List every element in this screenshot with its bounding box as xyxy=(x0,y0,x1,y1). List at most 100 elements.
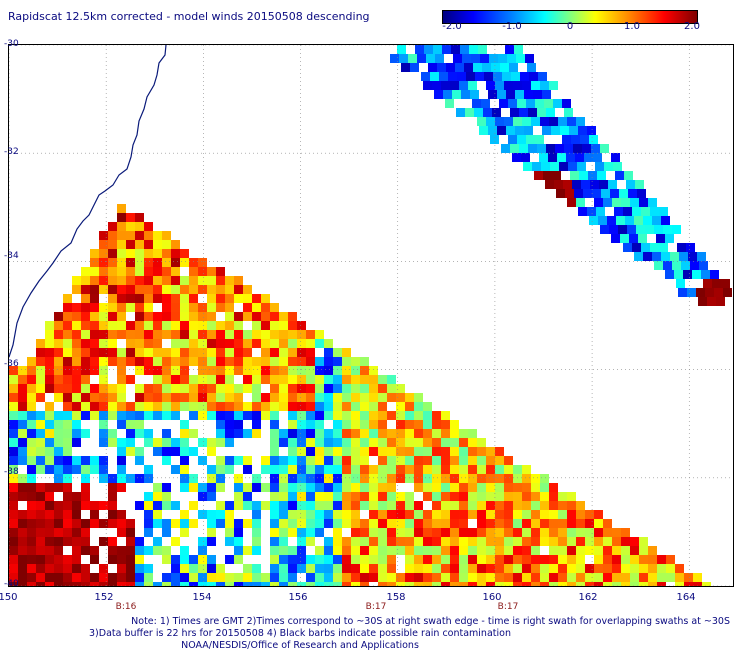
wind-cell xyxy=(189,375,198,384)
wind-cell xyxy=(126,222,135,231)
wind-cell xyxy=(162,249,171,258)
wind-cell xyxy=(459,573,468,582)
wind-cell xyxy=(108,537,117,546)
wind-cell xyxy=(504,546,513,555)
wind-cell xyxy=(90,312,99,321)
wind-cell xyxy=(396,465,405,474)
wind-cell xyxy=(486,483,495,492)
wind-cell xyxy=(567,198,576,207)
wind-cell xyxy=(423,555,432,564)
wind-cell xyxy=(117,267,126,276)
wind-cell xyxy=(360,564,369,573)
wind-cell xyxy=(180,375,189,384)
wind-cell xyxy=(108,348,117,357)
wind-cell xyxy=(378,528,387,537)
wind-cell xyxy=(531,510,540,519)
wind-cell xyxy=(639,555,648,564)
wind-cell xyxy=(90,582,99,586)
wind-cell xyxy=(378,501,387,510)
wind-cell xyxy=(270,339,279,348)
wind-cell xyxy=(474,108,483,117)
wind-cell xyxy=(117,231,126,240)
wind-cell xyxy=(506,126,515,135)
wind-cell xyxy=(630,564,639,573)
wind-cell xyxy=(279,384,288,393)
wind-cell xyxy=(670,252,679,261)
wind-cell xyxy=(270,357,279,366)
wind-cell xyxy=(171,276,180,285)
wind-cell xyxy=(171,384,180,393)
wind-cell xyxy=(369,564,378,573)
wind-cell xyxy=(600,225,609,234)
wind-cell xyxy=(623,207,632,216)
wind-cell xyxy=(288,321,297,330)
wind-cell xyxy=(360,474,369,483)
wind-cell xyxy=(450,81,459,90)
wind-cell xyxy=(513,582,522,586)
wind-cell xyxy=(369,483,378,492)
wind-cell xyxy=(90,510,99,519)
wind-cell xyxy=(81,339,90,348)
wind-cell xyxy=(648,546,657,555)
wind-cell xyxy=(126,546,135,555)
wind-cell xyxy=(378,492,387,501)
wind-cell xyxy=(252,537,261,546)
wind-cell xyxy=(513,555,522,564)
wind-cell xyxy=(405,537,414,546)
wind-cell xyxy=(126,555,135,564)
wind-cell xyxy=(507,54,516,63)
wind-cell xyxy=(90,339,99,348)
wind-cell xyxy=(542,90,551,99)
wind-cell xyxy=(54,330,63,339)
wind-cell xyxy=(306,429,315,438)
wind-cell xyxy=(279,402,288,411)
wind-cell xyxy=(198,582,207,586)
wind-cell xyxy=(54,366,63,375)
wind-cell xyxy=(171,438,180,447)
wind-cell xyxy=(171,267,180,276)
wind-cell xyxy=(562,99,571,108)
wind-cell xyxy=(369,465,378,474)
wind-cell xyxy=(432,555,441,564)
wind-cell xyxy=(18,555,27,564)
wind-cell xyxy=(639,564,648,573)
wind-cell xyxy=(315,339,324,348)
wind-cell xyxy=(279,438,288,447)
wind-cell xyxy=(495,519,504,528)
wind-cell xyxy=(198,267,207,276)
wind-cell xyxy=(270,474,279,483)
wind-cell xyxy=(504,528,513,537)
wind-cell xyxy=(369,555,378,564)
wind-cell xyxy=(207,528,216,537)
wind-cell xyxy=(396,474,405,483)
wind-cell xyxy=(441,528,450,537)
wind-cell xyxy=(486,456,495,465)
wind-cell xyxy=(9,474,18,483)
wind-cell xyxy=(607,216,616,225)
wind-cell xyxy=(270,456,279,465)
wind-cell xyxy=(117,222,126,231)
colorbar-tick: -2.0 xyxy=(442,21,462,32)
wind-cell xyxy=(162,546,171,555)
wind-cell xyxy=(63,420,72,429)
wind-cell xyxy=(342,564,351,573)
wind-cell xyxy=(611,234,620,243)
wind-cell xyxy=(414,573,423,582)
wind-cell xyxy=(27,537,36,546)
wind-cell xyxy=(171,285,180,294)
wind-cell xyxy=(531,81,540,90)
wind-cell xyxy=(378,456,387,465)
wind-cell xyxy=(472,99,481,108)
wind-cell xyxy=(369,411,378,420)
wind-cell xyxy=(414,519,423,528)
wind-cell xyxy=(482,63,491,72)
wind-cell xyxy=(117,249,126,258)
wind-cell xyxy=(513,81,522,90)
wind-cell xyxy=(672,225,681,234)
wind-cell xyxy=(297,402,306,411)
wind-cell xyxy=(207,321,216,330)
wind-cell xyxy=(549,537,558,546)
wind-cell xyxy=(369,474,378,483)
map-title: Rapidscat 12.5km corrected - model winds… xyxy=(8,10,370,23)
